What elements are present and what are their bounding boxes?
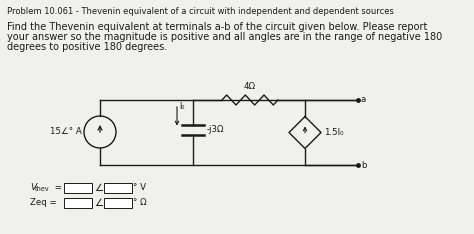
- Text: ° Ω: ° Ω: [133, 198, 146, 207]
- Text: =: =: [52, 183, 62, 192]
- Text: ∠: ∠: [94, 183, 103, 193]
- FancyBboxPatch shape: [104, 183, 132, 193]
- Text: Find the Thevenin equivalent at terminals a-b of the circuit given below. Please: Find the Thevenin equivalent at terminal…: [7, 22, 428, 32]
- Text: thev: thev: [35, 186, 50, 192]
- Text: a: a: [361, 95, 366, 105]
- Text: degrees to positive 180 degrees.: degrees to positive 180 degrees.: [7, 42, 167, 52]
- Text: 15∠° A: 15∠° A: [50, 128, 82, 136]
- Text: 4Ω: 4Ω: [244, 82, 256, 91]
- Text: ∠: ∠: [94, 198, 103, 208]
- FancyBboxPatch shape: [104, 198, 132, 208]
- Text: V: V: [30, 183, 36, 192]
- Text: I₀: I₀: [179, 102, 184, 111]
- Text: b: b: [361, 161, 366, 169]
- FancyBboxPatch shape: [64, 198, 92, 208]
- Text: ° V: ° V: [133, 183, 146, 192]
- Text: Zeq =: Zeq =: [30, 198, 57, 207]
- Text: -j3Ω: -j3Ω: [207, 125, 225, 134]
- Text: your answer so the magnitude is positive and all angles are in the range of nega: your answer so the magnitude is positive…: [7, 32, 442, 42]
- Text: Problem 10.061 - Thevenin equivalent of a circuit with independent and dependent: Problem 10.061 - Thevenin equivalent of …: [7, 7, 394, 16]
- FancyBboxPatch shape: [64, 183, 92, 193]
- Text: 1.5I₀: 1.5I₀: [324, 128, 344, 137]
